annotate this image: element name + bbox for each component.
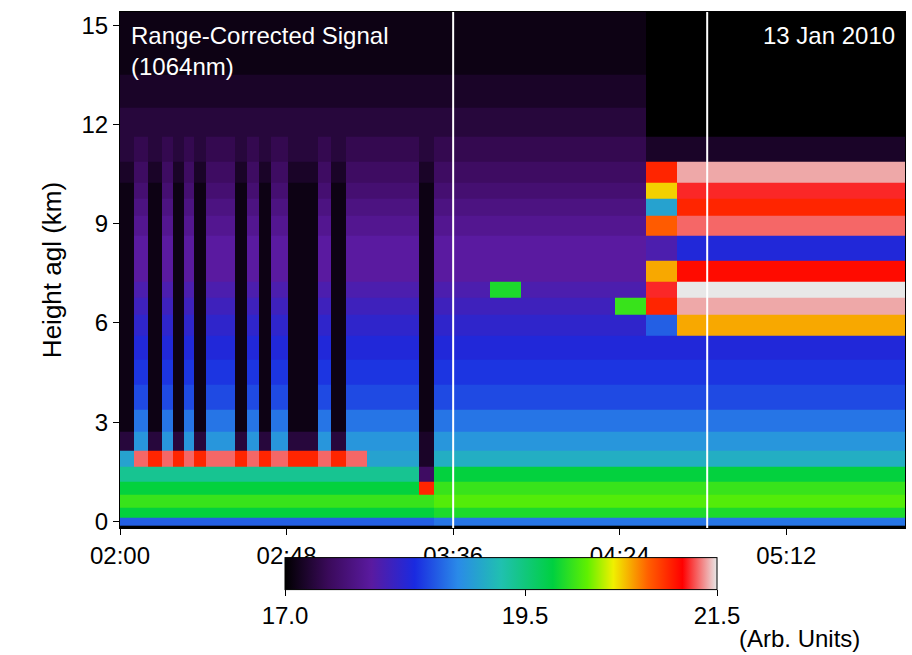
svg-text:12: 12 bbox=[81, 111, 108, 138]
svg-text:(Arb. Units): (Arb. Units) bbox=[739, 625, 860, 652]
svg-text:03:36: 03:36 bbox=[423, 542, 483, 569]
svg-text:0: 0 bbox=[95, 508, 108, 535]
svg-text:9: 9 bbox=[95, 210, 108, 237]
svg-text:Height agl (km): Height agl (km) bbox=[37, 182, 67, 358]
svg-text:02:48: 02:48 bbox=[257, 542, 317, 569]
svg-text:19.5: 19.5 bbox=[502, 602, 549, 629]
svg-text:Range-Corrected Signal(1064nm): Range-Corrected Signal(1064nm) bbox=[131, 22, 388, 80]
svg-text:17.0: 17.0 bbox=[262, 602, 309, 629]
svg-text:13 Jan 2010: 13 Jan 2010 bbox=[763, 22, 895, 49]
svg-text:21.5: 21.5 bbox=[694, 602, 741, 629]
svg-text:04:24: 04:24 bbox=[590, 542, 650, 569]
svg-text:3: 3 bbox=[95, 409, 108, 436]
svg-text:15: 15 bbox=[81, 12, 108, 39]
svg-text:02:00: 02:00 bbox=[90, 542, 150, 569]
svg-text:05:12: 05:12 bbox=[756, 542, 816, 569]
svg-text:6: 6 bbox=[95, 309, 108, 336]
